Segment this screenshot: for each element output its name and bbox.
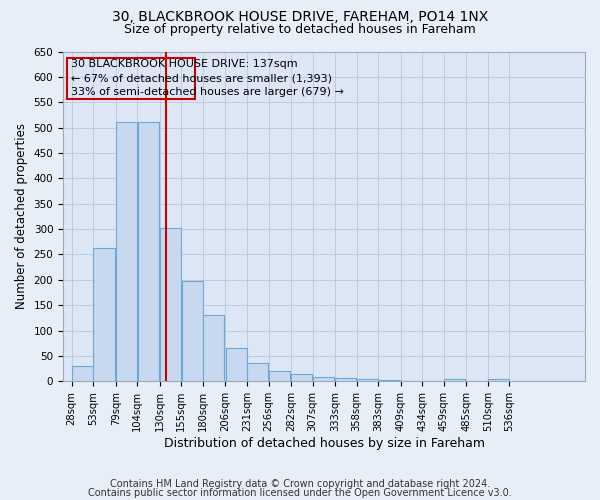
Text: 30, BLACKBROOK HOUSE DRIVE, FAREHAM, PO14 1NX: 30, BLACKBROOK HOUSE DRIVE, FAREHAM, PO1… [112, 10, 488, 24]
Bar [182, 282, 203, 382]
Text: Contains HM Land Registry data © Crown copyright and database right 2024.: Contains HM Land Registry data © Crown c… [110, 479, 490, 489]
Text: 30 BLACKBROOK HOUSE DRIVE: 137sqm
← 67% of detached houses are smaller (1,393)
3: 30 BLACKBROOK HOUSE DRIVE: 137sqm ← 67% … [71, 59, 344, 97]
Bar [94, 248, 115, 382]
Bar [72, 366, 93, 382]
Bar [291, 374, 313, 382]
Text: Contains public sector information licensed under the Open Government Licence v3: Contains public sector information licen… [88, 488, 512, 498]
Y-axis label: Number of detached properties: Number of detached properties [15, 124, 28, 310]
Bar [357, 380, 378, 382]
Bar [379, 380, 400, 382]
Bar [401, 381, 422, 382]
Text: Size of property relative to detached houses in Fareham: Size of property relative to detached ho… [124, 22, 476, 36]
Bar [160, 228, 181, 382]
Bar [269, 371, 290, 382]
Bar [444, 379, 465, 382]
Bar [313, 378, 334, 382]
Bar [67, 58, 195, 99]
Bar [226, 348, 247, 382]
Bar [137, 122, 158, 382]
Bar [335, 378, 356, 382]
X-axis label: Distribution of detached houses by size in Fareham: Distribution of detached houses by size … [164, 437, 485, 450]
Bar [488, 380, 509, 382]
Bar [247, 362, 268, 382]
Bar [466, 381, 488, 382]
Bar [203, 315, 224, 382]
Bar [116, 122, 137, 382]
